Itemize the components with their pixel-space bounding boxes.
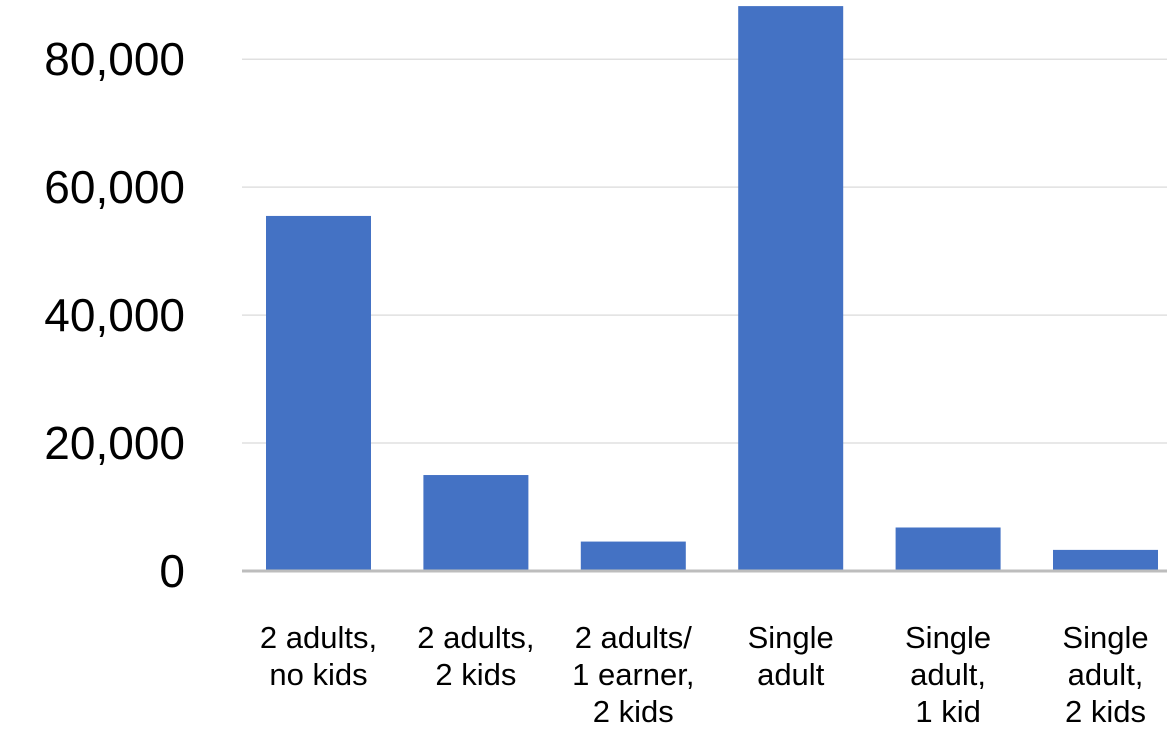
x-category-label-line: no kids [269, 657, 367, 692]
x-category-label-line: 2 kids [435, 657, 516, 692]
x-category-label-line: adult, [910, 657, 986, 692]
x-category-label-line: adult, [1068, 657, 1144, 692]
bar [266, 215, 371, 571]
bar [895, 527, 1001, 571]
x-category-label-line: 1 kid [915, 694, 980, 729]
bars [266, 6, 1158, 571]
x-category-label-line: 2 kids [593, 694, 674, 729]
x-category-label-line: 2 adults/ [575, 620, 693, 655]
x-category-label-line: Single [905, 620, 991, 655]
y-tick-label: 0 [159, 545, 185, 597]
bar [423, 475, 529, 571]
x-category-label-line: 2 adults, [260, 620, 377, 655]
y-tick-label: 40,000 [44, 289, 185, 341]
x-category-label-line: Single [748, 620, 834, 655]
x-category-label: 2 adults/1 earner, 2 kids [572, 620, 694, 729]
y-tick-label: 60,000 [44, 161, 185, 213]
x-category-label: Single adult, 1 kid [905, 620, 991, 729]
bar [1053, 549, 1158, 571]
y-tick-label: 20,000 [44, 417, 185, 469]
y-tick-label: 80,000 [44, 33, 185, 85]
y-axis-tick-labels: 0 20,000 40,000 60,000 80,000 [44, 33, 185, 597]
x-category-label-line: 2 adults, [417, 620, 534, 655]
gridlines [242, 58, 1167, 444]
bar [580, 541, 686, 571]
x-category-label: Single adult [748, 620, 834, 692]
x-category-label: 2 adults, 2 kids [417, 620, 534, 692]
x-category-label-line: adult [757, 657, 825, 692]
x-category-label: Single adult, 2 kids [1062, 620, 1148, 729]
bar [738, 6, 844, 571]
x-category-label-line: Single [1062, 620, 1148, 655]
x-category-label: 2 adults, no kids [260, 620, 377, 692]
x-category-label-line: 1 earner, [572, 657, 694, 692]
x-category-label-line: 2 kids [1065, 694, 1146, 729]
